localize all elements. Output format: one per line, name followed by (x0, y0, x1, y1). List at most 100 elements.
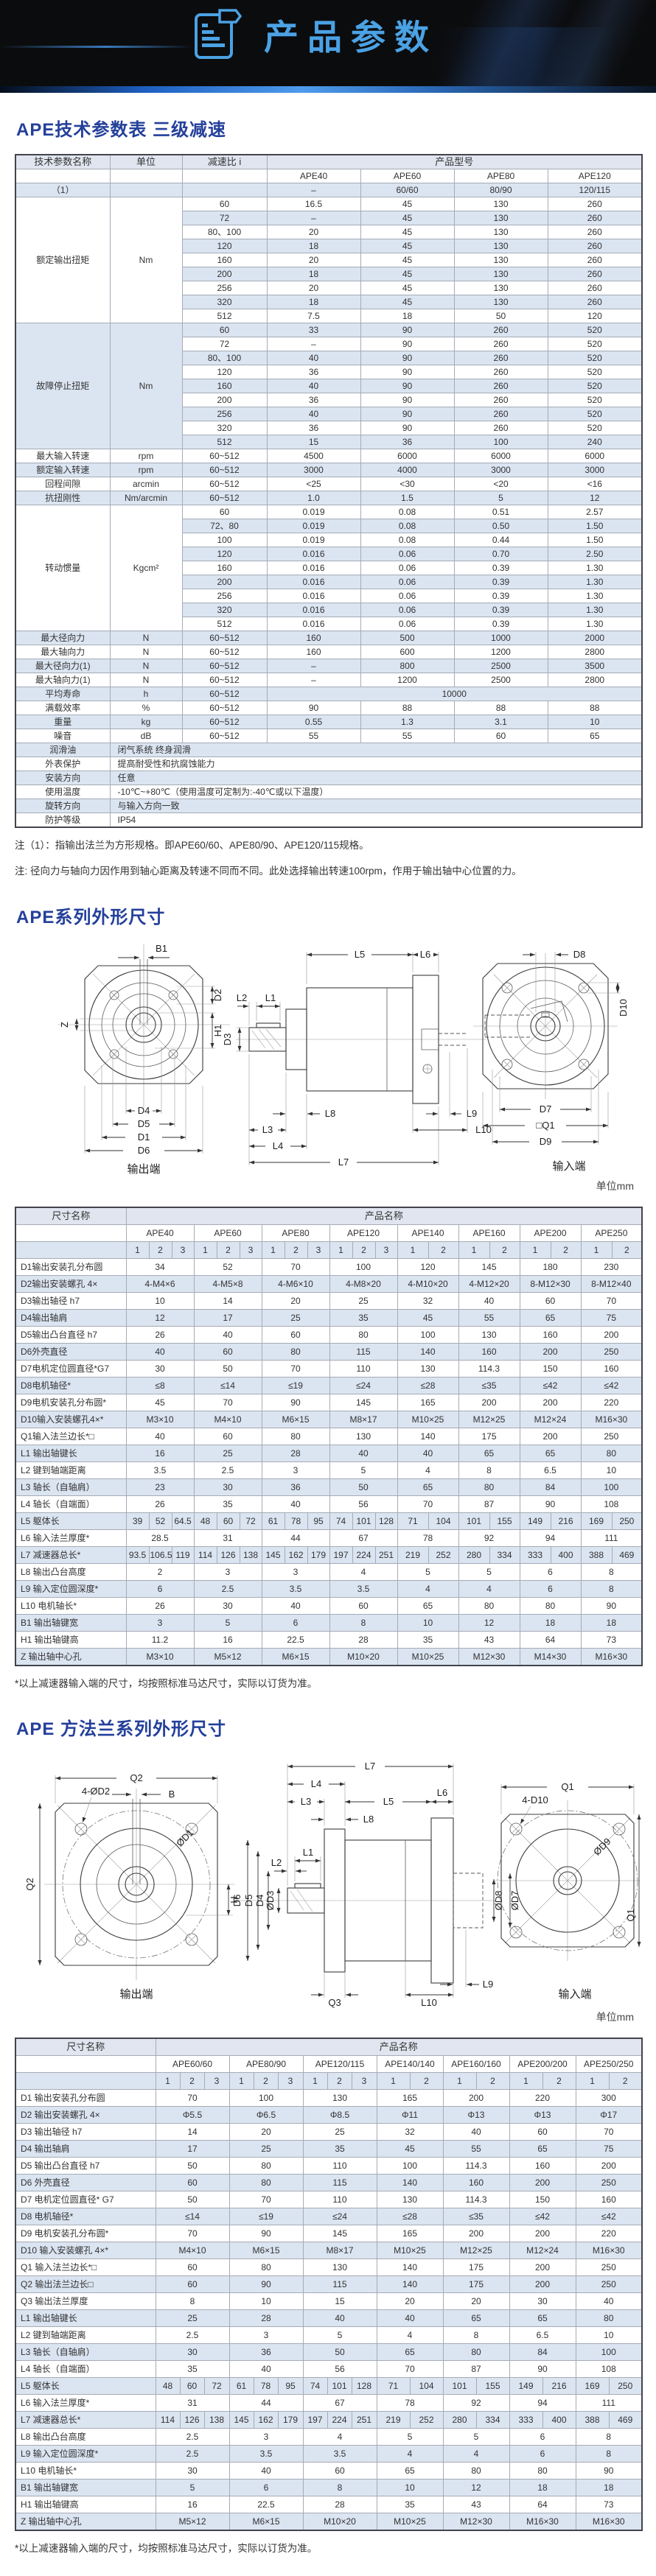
data-cell: 36 (266, 365, 361, 379)
data-cell: 旋转方向 (15, 799, 111, 813)
table-row: 320 0.016 0.06 0.39 1.30 (15, 603, 643, 617)
row-label-cell: D3 输出轴径 h7 (15, 2122, 156, 2141)
page-header: 产品参数 (0, 0, 656, 86)
data-cell: 130 (453, 197, 548, 211)
data-cell: 73 (580, 1630, 643, 1649)
data-cell: 8 (155, 2292, 230, 2310)
data-cell: APE60 (193, 1224, 262, 1242)
row-label-cell: L6 输入法兰厚度* (15, 2393, 156, 2412)
data-cell: 512 (181, 617, 268, 631)
bolt-holes (74, 1822, 198, 1946)
data-cell: 4 (397, 1579, 459, 1598)
data-cell: 120 (181, 365, 268, 379)
data-cell: 40 (125, 1342, 195, 1361)
data-cell: <30 (360, 477, 455, 491)
data-cell: 140 (376, 2173, 444, 2191)
data-cell: ≤19 (261, 1376, 330, 1394)
data-cell: 3 (261, 1562, 330, 1581)
data-cell: 5 (397, 1562, 459, 1581)
table-row: Q3 输出法兰厚度 8 10 15 20 20 30 40 (15, 2292, 643, 2310)
data-cell: 43 (458, 1630, 520, 1649)
data-cell: 20 (266, 225, 361, 239)
table-row: L6 输入法兰厚度* 28.5 31 44 67 78 92 94 111 (15, 1529, 643, 1547)
data-cell: M10×20 (329, 1647, 398, 1666)
dim-label: Z (59, 1022, 70, 1028)
data-cell: 6000 (547, 449, 643, 463)
data-cell: 334 (489, 1545, 520, 1564)
data-cell: 100 (397, 1325, 459, 1344)
row-label-cell: D10输入安装螺孔4×* (15, 1410, 127, 1428)
table-row: 回程间隙 arcmin 60~512 <25 <30 <20 <16 (15, 477, 643, 491)
row-label-cell: D2输出安装螺孔 4× (15, 1274, 127, 1293)
data-cell: 2 (253, 2071, 279, 2090)
data-cell: 90 (228, 2275, 304, 2293)
data-cell: 40 (329, 1444, 398, 1462)
dim-label: L6 (437, 1787, 447, 1798)
data-cell: 28 (302, 2495, 377, 2513)
data-cell: M3×10 (125, 1410, 195, 1428)
data-cell: Φ13 (509, 2105, 576, 2124)
table-row: D4 输出轴肩 17 25 35 45 55 65 75 (15, 2139, 643, 2158)
data-cell: ≤28 (376, 2207, 444, 2225)
data-cell: APE160 (458, 1224, 520, 1242)
data-cell: 179 (277, 2410, 304, 2429)
data-cell: 138 (203, 2410, 230, 2429)
data-cell: 200 (181, 575, 268, 589)
data-cell: 16 (155, 2495, 230, 2513)
row-label-cell: D7 电机定位圆直径* G7 (15, 2190, 156, 2208)
data-cell: 65 (397, 1478, 459, 1496)
dim-label: D6 (231, 1894, 242, 1906)
data-cell: 120 (181, 547, 268, 561)
data-cell: 12 (442, 2478, 510, 2496)
table-row: L2 键到轴端距离 2.5 3 5 4 8 6.5 10 (15, 2326, 643, 2344)
data-cell: 165 (376, 2224, 444, 2242)
table-row: 256 0.016 0.06 0.39 1.30 (15, 589, 643, 603)
data-cell: 200 (509, 2173, 576, 2191)
data-cell: APE250 (580, 1224, 643, 1242)
data-cell: M10×25 (376, 2241, 444, 2259)
data-cell: 84 (509, 2342, 576, 2361)
data-cell: 74 (329, 1512, 353, 1530)
data-cell: <16 (547, 477, 643, 491)
row-label-cell: D6外壳直径 (15, 1342, 127, 1361)
data-cell: 6 (125, 1579, 195, 1598)
data-cell: h (109, 687, 183, 701)
data-cell: 36 (266, 421, 361, 435)
data-cell: N (109, 645, 183, 659)
data-cell: 4 (458, 1579, 520, 1598)
dim-label: D2 (212, 989, 223, 1001)
data-cell: 88 (360, 701, 455, 715)
data-cell: 3 (228, 2427, 304, 2446)
data-cell: 128 (374, 1512, 398, 1530)
data-cell: 60 (216, 1512, 240, 1530)
data-cell: 满载效率 (15, 701, 111, 715)
data-cell: 60 (155, 2258, 230, 2276)
data-cell: 31 (193, 1529, 262, 1547)
data-cell: 175 (442, 2275, 510, 2293)
data-cell: 30 (125, 1359, 195, 1378)
data-cell: 45 (360, 253, 455, 267)
data-cell: 20 (266, 253, 361, 267)
row-label-cell: L2 键到轴端距离 (15, 1461, 127, 1479)
table-row: D8电机轴径* ≤8 ≤14 ≤19 ≤24 ≤28 ≤35 ≤42 ≤42 (15, 1376, 643, 1394)
row-label-cell: D8电机轴径* (15, 1376, 127, 1394)
data-cell: Φ8.5 (302, 2105, 377, 2124)
header-divider (0, 86, 656, 93)
dim-label: D3 (222, 1033, 233, 1045)
dim-label: L5 (355, 949, 365, 960)
data-cell: 260 (547, 267, 643, 281)
data-cell: N (109, 659, 183, 673)
data-cell: 520 (547, 365, 643, 379)
data-cell: 88 (547, 701, 643, 715)
table-row: H1 输出轴键高 16 22.5 28 35 43 64 73 (15, 2495, 643, 2513)
data-cell: 43 (442, 2495, 510, 2513)
data-cell: 64 (509, 2495, 576, 2513)
dim-label: D10 (618, 999, 629, 1017)
row-label-cell: Q3 输出法兰厚度 (15, 2292, 156, 2310)
data-cell: IP54 (109, 813, 643, 828)
data-cell: APE60/60 (155, 2054, 230, 2073)
table-row: L9 输入定位圆深度* 2.5 3.5 3.5 4 4 6 8 (15, 2444, 643, 2463)
data-cell: 6.5 (519, 1461, 582, 1479)
data-cell: 4-M6×10 (261, 1274, 330, 1293)
